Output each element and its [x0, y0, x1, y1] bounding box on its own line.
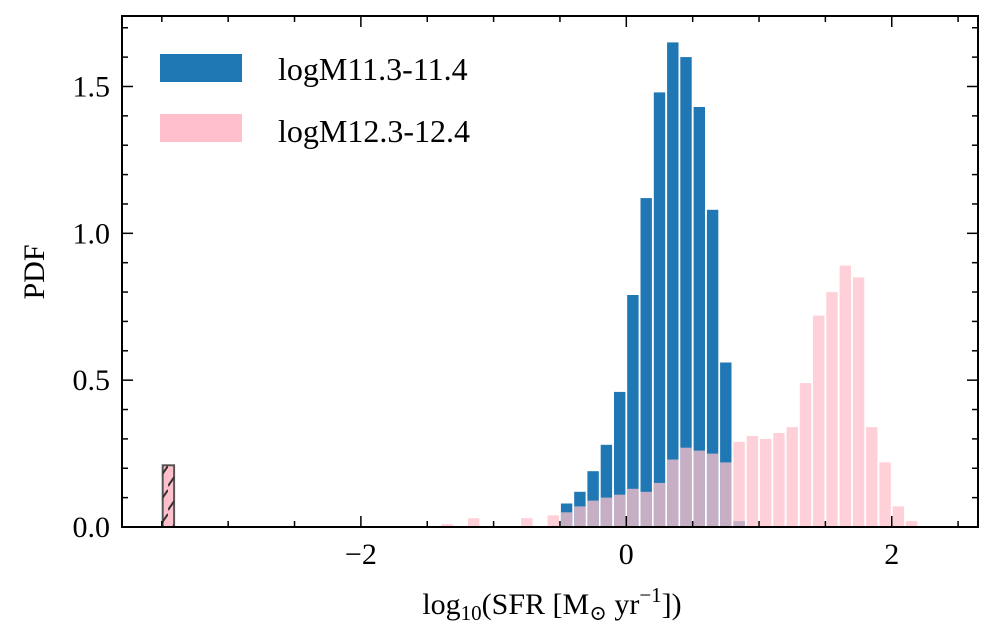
bar-blue [680, 57, 692, 527]
hatched-bar-pattern [162, 465, 175, 527]
bar-blue [720, 362, 732, 527]
bar-pink [587, 500, 599, 527]
bar-pink [866, 427, 878, 527]
bar-pink [786, 427, 798, 527]
plot-frame [121, 15, 979, 528]
bar-pink [879, 462, 891, 527]
bar-pink [547, 515, 559, 527]
y-tick-label: 0.0 [73, 511, 111, 544]
bar-pink [574, 506, 586, 527]
legend: logM11.3-11.4 logM12.3-12.4 [160, 51, 470, 149]
bar-pink [905, 521, 918, 527]
x-axis-title: log10(SFR [M⊙ yr−1]) [422, 583, 681, 625]
legend-swatch-pink [160, 114, 242, 142]
bar-blue [653, 92, 666, 528]
bar-pink [693, 450, 705, 527]
bar-blue [706, 209, 719, 528]
bar-blue [614, 391, 626, 527]
bar-pink [892, 506, 905, 527]
bar-pink [826, 292, 838, 527]
bar-pink [706, 453, 719, 527]
bar-blue [587, 471, 599, 527]
bar-blue [667, 42, 679, 528]
bar-pink [614, 494, 626, 527]
bar-pink [441, 524, 453, 527]
bar-blue [627, 295, 639, 527]
bar-pink [667, 459, 679, 527]
bar-pink [839, 265, 851, 527]
bar-pink [773, 433, 785, 527]
bar-pink [640, 491, 652, 527]
bar-blue [600, 444, 613, 527]
legend-swatch-blue [160, 54, 242, 82]
y-tick-labels: 0.0 0.5 1.0 1.5 [73, 70, 111, 544]
bar-pink [680, 447, 692, 527]
y-axis-title: PDF [18, 244, 51, 299]
x-tick-label: −2 [345, 538, 377, 571]
x-tick-label: 2 [884, 538, 899, 571]
x-tick-label: 0 [619, 538, 634, 571]
x-tick-labels: −2 0 2 [345, 538, 899, 571]
bar-pink [720, 462, 732, 527]
bar-pink [799, 383, 812, 527]
bar-pink [813, 315, 825, 527]
bar-pink [560, 512, 573, 527]
legend-label-blue: logM11.3-11.4 [278, 51, 468, 87]
legend-label-pink: logM12.3-12.4 [278, 113, 470, 149]
y-tick-label: 1.0 [73, 217, 111, 250]
bar-pink [627, 488, 639, 527]
bar-blue [693, 107, 705, 527]
bar-pink [760, 438, 772, 527]
bars-layer [161, 42, 918, 528]
bar-pink [600, 497, 613, 527]
bar-pink [653, 482, 666, 527]
bar-pink [746, 436, 759, 527]
bar-pink [852, 277, 865, 527]
bar-pink [468, 518, 480, 527]
y-tick-label: 0.5 [73, 364, 111, 397]
y-tick-label: 1.5 [73, 70, 111, 103]
bar-pink [521, 518, 533, 527]
bar-pink [733, 441, 745, 527]
bar-blue [640, 198, 652, 527]
